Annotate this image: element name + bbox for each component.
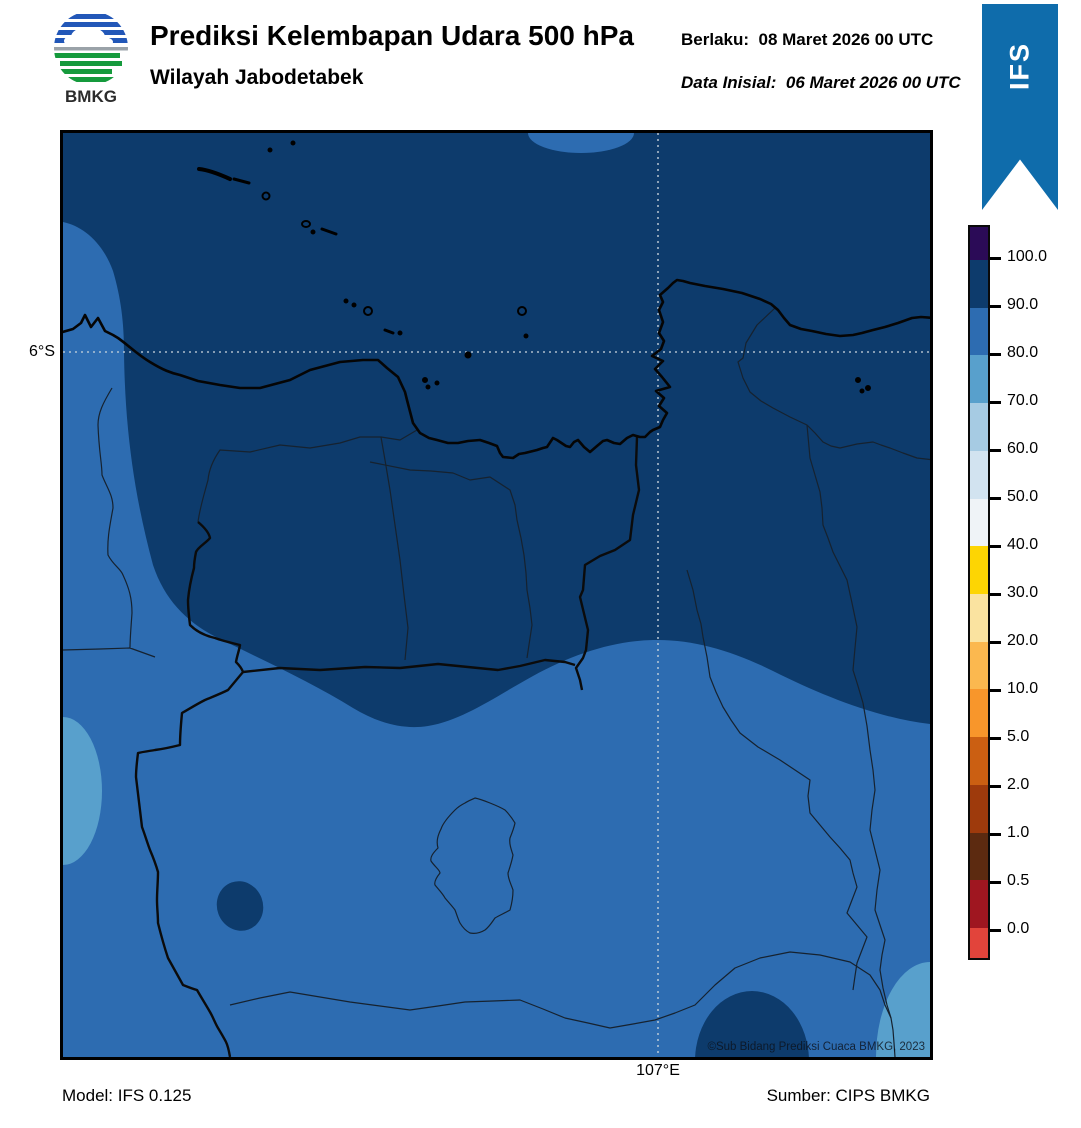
colorbar-tick-label: 70.0: [1007, 392, 1039, 409]
humidity-map: ©Sub Bidang Prediksi Cuaca BMKG, 2023: [63, 133, 930, 1057]
longitude-label: 107°E: [636, 1062, 680, 1079]
bmkg-logo: BMKG: [54, 11, 128, 106]
colorbar-tick: [990, 257, 1001, 260]
colorbar-tick-label: 50.0: [1007, 488, 1039, 505]
valid-time-label: Berlaku:: [681, 30, 750, 49]
colorbar-segment: [970, 307, 988, 356]
page-subtitle: Wilayah Jabodetabek: [150, 66, 364, 89]
colorbar-tick: [990, 785, 1001, 788]
valid-time-value: 08 Maret 2026 00 UTC: [758, 30, 934, 49]
band-90-100-small-cell: [216, 881, 264, 931]
page-title: Prediksi Kelembapan Udara 500 hPa: [150, 20, 634, 51]
initial-time-value: 06 Maret 2026 00 UTC: [785, 73, 961, 92]
colorbar-tick: [990, 545, 1001, 548]
colorbar-tick-label: 30.0: [1007, 584, 1039, 601]
initial-time: Data Inisial: 06 Maret 2026 00 UTC: [681, 73, 1081, 93]
colorbar-tick-label: 60.0: [1007, 440, 1039, 457]
colorbar-tick-label: 20.0: [1007, 632, 1039, 649]
map-frame: ©Sub Bidang Prediksi Cuaca BMKG, 2023: [60, 130, 933, 1060]
colorbar: [968, 225, 990, 960]
colorbar-tick-label: 40.0: [1007, 536, 1039, 553]
bmkg-logo-text: BMKG: [65, 87, 117, 106]
colorbar-segment: [970, 546, 988, 594]
colorbar-tick: [990, 881, 1001, 884]
colorbar-tick-label: 10.0: [1007, 680, 1039, 697]
colorbar-tick: [990, 641, 1001, 644]
band-70-80-west-cell: [63, 717, 102, 865]
source-info: Sumber: CIPS BMKG: [766, 1086, 930, 1105]
colorbar-tick-label: 1.0: [1007, 824, 1030, 841]
colorbar-tick: [990, 929, 1001, 932]
colorbar-segment: [970, 784, 988, 833]
colorbar-tick-label: 0.5: [1007, 872, 1030, 889]
colorbar-segment: [970, 689, 988, 738]
band-90-100-bottom-cell: [695, 991, 809, 1057]
admin-boundaries-thick: [134, 436, 641, 1057]
colorbar-tick-label: 5.0: [1007, 728, 1030, 745]
model-ribbon-label: IFS: [1004, 41, 1035, 91]
colorbar-tick: [990, 833, 1001, 836]
colorbar-tick-label: 80.0: [1007, 344, 1039, 361]
map-copyright: ©Sub Bidang Prediksi Cuaca BMKG, 2023: [707, 1041, 925, 1053]
colorbar-tick-label: 90.0: [1007, 296, 1039, 313]
colorbar-tick: [990, 401, 1001, 404]
colorbar-segment: [970, 498, 988, 547]
islands: [197, 140, 871, 394]
colorbar-segment: [970, 259, 988, 308]
colorbar-tick: [990, 593, 1001, 596]
colorbar-segment: [970, 737, 988, 785]
colorbar-tick-label: 0.0: [1007, 920, 1030, 937]
colorbar-tick: [990, 689, 1001, 692]
valid-time: Berlaku: 08 Maret 2026 00 UTC: [681, 30, 1081, 50]
colorbar-segment: [970, 355, 988, 404]
colorbar-tick: [990, 449, 1001, 452]
colorbar-segment: [970, 832, 988, 881]
colorbar-segment: [970, 403, 988, 451]
admin-boundaries-thin: [63, 307, 930, 1057]
band-80-90-region: [63, 222, 930, 1057]
coastline: [63, 278, 930, 460]
colorbar-tick: [990, 305, 1001, 308]
colorbar-tick: [990, 737, 1001, 740]
model-info: Model: IFS 0.125: [62, 1086, 192, 1105]
band-70-80-corner-cell: [876, 962, 930, 1057]
latitude-label: 6°S: [29, 343, 55, 360]
colorbar-segment: [970, 450, 988, 499]
model-ribbon: IFS: [982, 4, 1058, 210]
colorbar-segment: [970, 227, 988, 260]
colorbar-tick-label: 100.0: [1007, 248, 1048, 265]
colorbar-segment: [970, 880, 988, 929]
colorbar-segment: [970, 641, 988, 690]
colorbar-segment: [970, 928, 988, 958]
colorbar-tick-label: 2.0: [1007, 776, 1030, 793]
bmkg-logo-globe: [54, 11, 128, 85]
colorbar-tick: [990, 497, 1001, 500]
band-80-90-top-cell: [528, 133, 634, 153]
initial-time-label: Data Inisial:: [681, 73, 777, 92]
colorbar-segment: [970, 593, 988, 642]
colorbar-tick: [990, 353, 1001, 356]
